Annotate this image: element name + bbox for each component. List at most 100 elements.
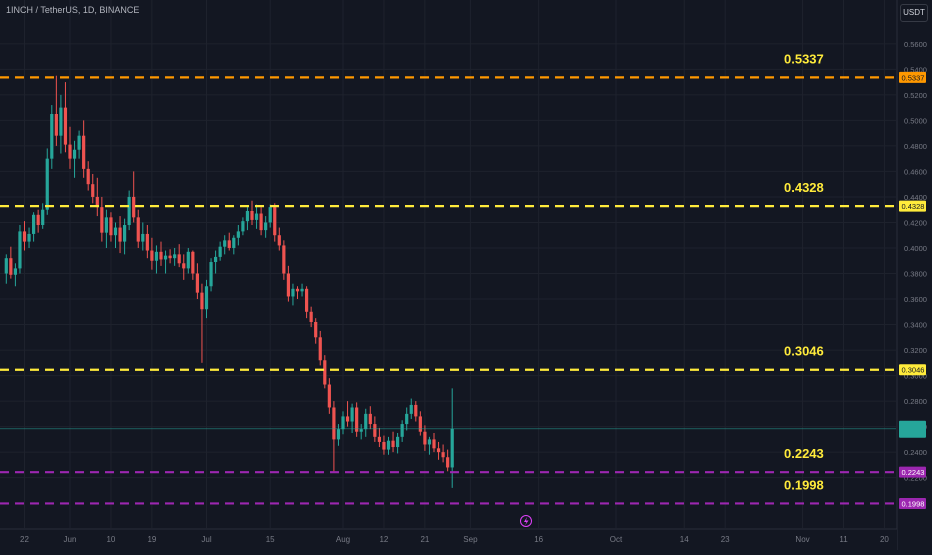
price-tick-label: 0.2800	[904, 397, 927, 406]
candle-body	[377, 436, 381, 442]
candle-body	[32, 214, 36, 234]
candle-body	[136, 217, 140, 242]
candle-body	[364, 413, 368, 430]
candle-body	[332, 407, 336, 440]
candle-body	[27, 233, 31, 242]
level-price-badge-text: 0.5337	[902, 73, 925, 82]
candle-body	[182, 263, 186, 269]
candle-body	[441, 452, 445, 458]
candle-body	[414, 404, 418, 417]
last-price-badge	[899, 420, 926, 438]
candle-body	[50, 113, 54, 159]
level-label: 0.1998	[784, 477, 824, 492]
candle-body	[127, 196, 131, 226]
candle-body	[214, 256, 218, 263]
time-tick-label: 20	[880, 535, 889, 544]
level-price-badge	[899, 71, 926, 83]
candle-body	[195, 273, 199, 293]
level-price-badge-text: 0.1998	[902, 499, 925, 508]
candle-body	[318, 337, 322, 361]
candle-body	[63, 107, 68, 145]
price-tick-label: 0.3400	[904, 321, 927, 330]
currency-button[interactable]: USDT	[900, 4, 928, 22]
time-tick-label: Aug	[336, 535, 350, 544]
price-tick-label: 0.4600	[904, 167, 927, 176]
symbol-title: 1INCH / TetherUS, 1D, BINANCE	[6, 5, 140, 15]
time-tick-label: 21	[420, 535, 429, 544]
price-tick-label: 0.4800	[904, 142, 927, 151]
candle-body	[254, 213, 259, 220]
candle-body	[273, 207, 277, 236]
candle-body	[154, 251, 159, 261]
candle-body	[291, 288, 295, 297]
candle-body	[72, 149, 77, 159]
level-price-badge-text: 0.4328	[902, 202, 925, 211]
candle-body	[159, 251, 163, 260]
candle-body	[100, 207, 104, 233]
candle-body	[204, 286, 209, 310]
candle-body	[18, 231, 22, 269]
level-price-badge-text: 0.3046	[902, 366, 925, 375]
level-label: 0.2243	[784, 446, 824, 461]
candle-body	[277, 235, 281, 246]
time-tick-label: 10	[106, 535, 115, 544]
time-tick-label: Sep	[463, 535, 478, 544]
candle-body	[241, 221, 245, 232]
candle-body	[163, 255, 168, 260]
candle-body	[396, 436, 400, 448]
candle-body	[409, 404, 413, 414]
candle-body	[400, 424, 404, 437]
level-label: 0.4328	[784, 180, 824, 195]
level-price-badge	[899, 466, 926, 478]
candle-body	[259, 213, 263, 231]
price-tick-label: 0.5200	[904, 91, 927, 100]
price-axis: 0.5600 0.5400 0.5200 0.5000 0.4800 0.4600 0.44…	[896, 0, 932, 550]
candle-body	[350, 407, 354, 422]
time-tick-label: Jun	[64, 535, 77, 544]
candle-body	[446, 457, 450, 468]
price-tick-label: 0.3800	[904, 270, 927, 279]
candle-body	[104, 217, 108, 233]
candle-body	[450, 428, 454, 468]
candle-body	[286, 273, 290, 297]
time-tick-label: 23	[721, 535, 730, 544]
candle-body	[359, 429, 363, 432]
candle-body	[373, 424, 377, 437]
time-tick-label: Oct	[610, 535, 623, 544]
candle-body	[173, 254, 177, 259]
candle-body	[295, 288, 300, 292]
candle-body	[209, 262, 213, 287]
candle-body	[82, 135, 86, 169]
candle-body	[54, 113, 58, 136]
time-tick-label: 15	[266, 535, 275, 544]
grid-layer	[0, 0, 896, 528]
misc-layer	[520, 515, 532, 527]
candle-body	[22, 231, 27, 242]
candle-body	[4, 258, 8, 274]
candle-body	[186, 251, 190, 269]
candle-body	[300, 288, 304, 292]
level-label: 0.3046	[784, 344, 824, 359]
candle-body	[245, 210, 250, 222]
candle-body	[177, 254, 181, 264]
candle-body	[405, 413, 409, 425]
candle-body	[123, 225, 127, 242]
time-tick-label: Nov	[795, 535, 809, 544]
time-axis-bg	[0, 529, 897, 550]
candle-body	[113, 227, 118, 236]
candle-body	[41, 209, 45, 226]
candle-body	[109, 217, 113, 236]
candle-body	[323, 360, 327, 385]
candle-body	[168, 255, 172, 259]
candle-body	[191, 251, 195, 274]
time-tick-label: 19	[147, 535, 156, 544]
candle-body	[368, 413, 372, 425]
time-tick-label: 14	[680, 535, 689, 544]
price-tick-label: 0.2400	[904, 448, 927, 457]
time-axis: 22 Jun 10 19 Jul 15 Aug 12 21 Sep 16 Oct 14 23 Nov 11 20	[0, 528, 897, 550]
time-tick-label: 11	[839, 535, 848, 544]
candle-body	[223, 240, 227, 247]
candle-body	[227, 240, 231, 248]
